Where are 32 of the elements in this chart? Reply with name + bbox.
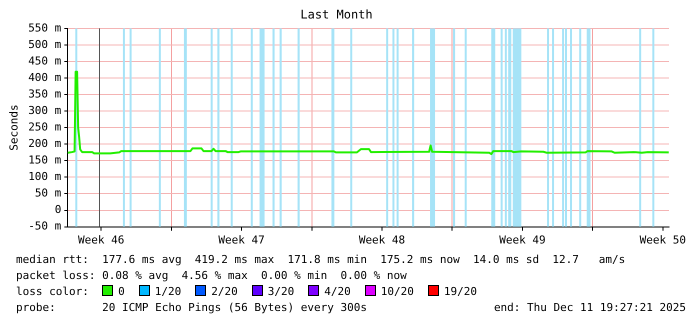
y-axis-title: Seconds	[7, 104, 20, 151]
text: packet loss: 0.08 % avg 4.56 % max 0.00 % min 0.00 % now	[16, 268, 408, 284]
text: median rtt: 177.6 ms avg 419.2 ms max 171.8 ms min 175.2 ms now 14.0 ms sd 12.7 am/s	[16, 252, 626, 268]
x-tick-label: Week 47	[218, 233, 265, 246]
legend-label: 1/20	[154, 285, 182, 298]
x-tick-label: Week 48	[358, 233, 406, 246]
text: probe: 20 ICMP Echo Pings (56 Bytes) every 300s	[16, 301, 367, 314]
x-tick-label: Week 49	[499, 233, 546, 246]
y-tick-label: 250 m	[28, 120, 62, 134]
y-tick-label: 450 m	[28, 54, 62, 68]
y-tick-label: 300 m	[28, 104, 62, 117]
legend-label: 4/20	[324, 285, 351, 298]
y-tick-label: 400 m	[28, 70, 62, 84]
text: end: Thu Dec 11 19:27:21 2025	[494, 300, 686, 316]
y-tick-label: 150 m	[28, 154, 62, 167]
y-tick-label: 200 m	[28, 136, 62, 150]
legend-label: 2/20	[211, 285, 238, 298]
y-tick-label: 550 m	[28, 21, 62, 34]
legend-label: 10/20	[380, 285, 414, 298]
y-tick-label: 500 m	[28, 38, 62, 51]
chart-title: Last Month	[300, 7, 373, 22]
legend-title: loss color:	[16, 285, 90, 298]
legend-label: 19/20	[444, 285, 477, 298]
y-tick-label: 350 m	[28, 87, 62, 100]
y-tick-label: -50 m	[28, 220, 62, 233]
y-tick-label: 50 m	[34, 186, 62, 200]
legend-label: 3/20	[268, 285, 294, 298]
x-tick-label: Week 46	[78, 233, 124, 246]
x-tick-label: Week 50	[640, 233, 686, 246]
legend-label: 0	[118, 285, 125, 298]
y-tick-label: 0	[54, 203, 62, 216]
y-tick-label: 100 m	[28, 170, 62, 184]
